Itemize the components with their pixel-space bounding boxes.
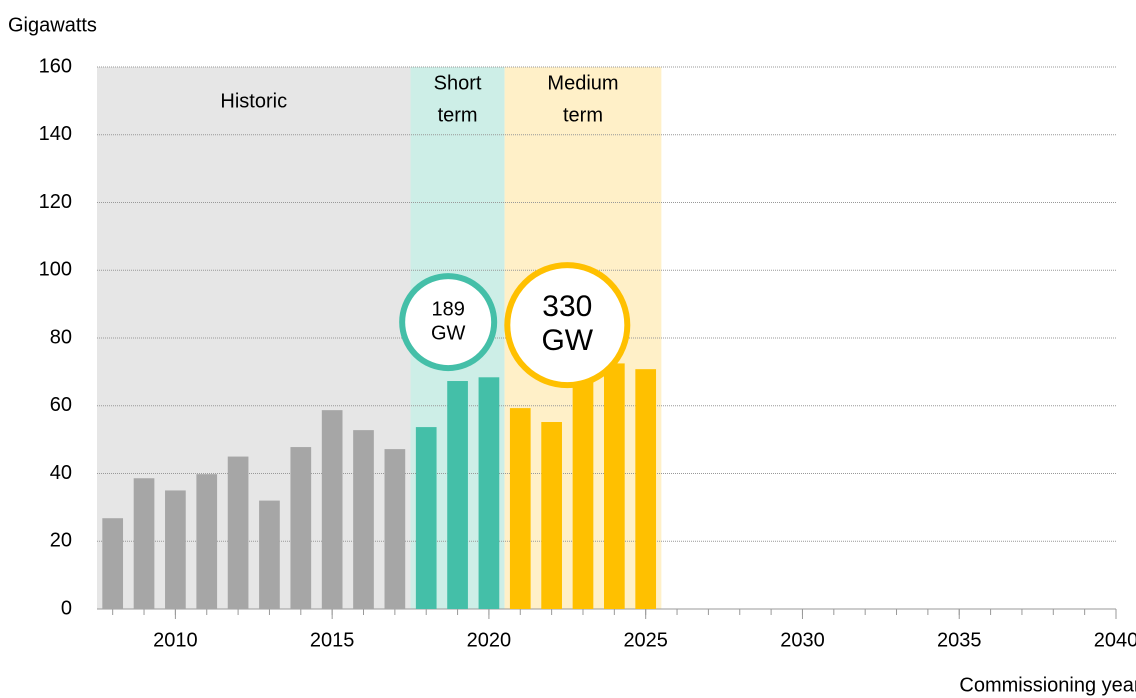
y-tick-label: 160 xyxy=(39,55,72,77)
period-label: Short xyxy=(434,72,482,94)
bar xyxy=(259,500,280,609)
bar xyxy=(478,377,500,609)
x-tick-label: 2035 xyxy=(937,629,982,651)
bar xyxy=(415,427,437,609)
period-label: term xyxy=(438,104,478,126)
x-axis-label: Commissioning year xyxy=(959,674,1136,696)
y-tick-label: 60 xyxy=(50,394,72,416)
y-tick-label: 100 xyxy=(39,259,72,281)
bar xyxy=(635,369,657,609)
annotation-circle xyxy=(399,273,498,372)
bar xyxy=(227,456,249,609)
x-tick-label: 2010 xyxy=(153,629,198,651)
x-tick-label: 2030 xyxy=(780,629,825,651)
y-tick-label: 120 xyxy=(39,191,72,213)
y-axis-label: Gigawatts xyxy=(8,14,97,36)
bar xyxy=(384,449,406,609)
annotation-label: GW xyxy=(431,322,466,344)
bar xyxy=(102,518,124,609)
period-label: Medium xyxy=(547,72,618,94)
period-label: Historic xyxy=(220,90,287,112)
y-tick-label: 140 xyxy=(39,123,72,145)
y-tick-label: 20 xyxy=(50,530,72,552)
x-tick-label: 2015 xyxy=(310,629,355,651)
bar xyxy=(572,365,594,609)
y-tick-label: 40 xyxy=(50,462,72,484)
annotation-label: 189 xyxy=(431,298,464,320)
x-tick-label: 2020 xyxy=(467,629,512,651)
y-tick-label: 0 xyxy=(61,597,72,619)
bar xyxy=(290,447,312,609)
y-tick-label: 80 xyxy=(50,326,72,348)
annotation-label: 330 xyxy=(542,290,592,323)
bar xyxy=(321,410,343,609)
bar xyxy=(165,490,186,609)
bar xyxy=(353,430,374,609)
bar xyxy=(541,422,562,609)
period-label: term xyxy=(563,104,603,126)
bar xyxy=(196,474,218,609)
annotation-circle xyxy=(504,262,631,389)
bar xyxy=(509,408,531,609)
x-tick-label: 2040 xyxy=(1094,629,1136,651)
bar xyxy=(603,363,625,609)
bar xyxy=(447,381,468,609)
annotation-label: GW xyxy=(541,324,593,357)
bar xyxy=(133,478,155,609)
x-tick-label: 2025 xyxy=(623,629,668,651)
